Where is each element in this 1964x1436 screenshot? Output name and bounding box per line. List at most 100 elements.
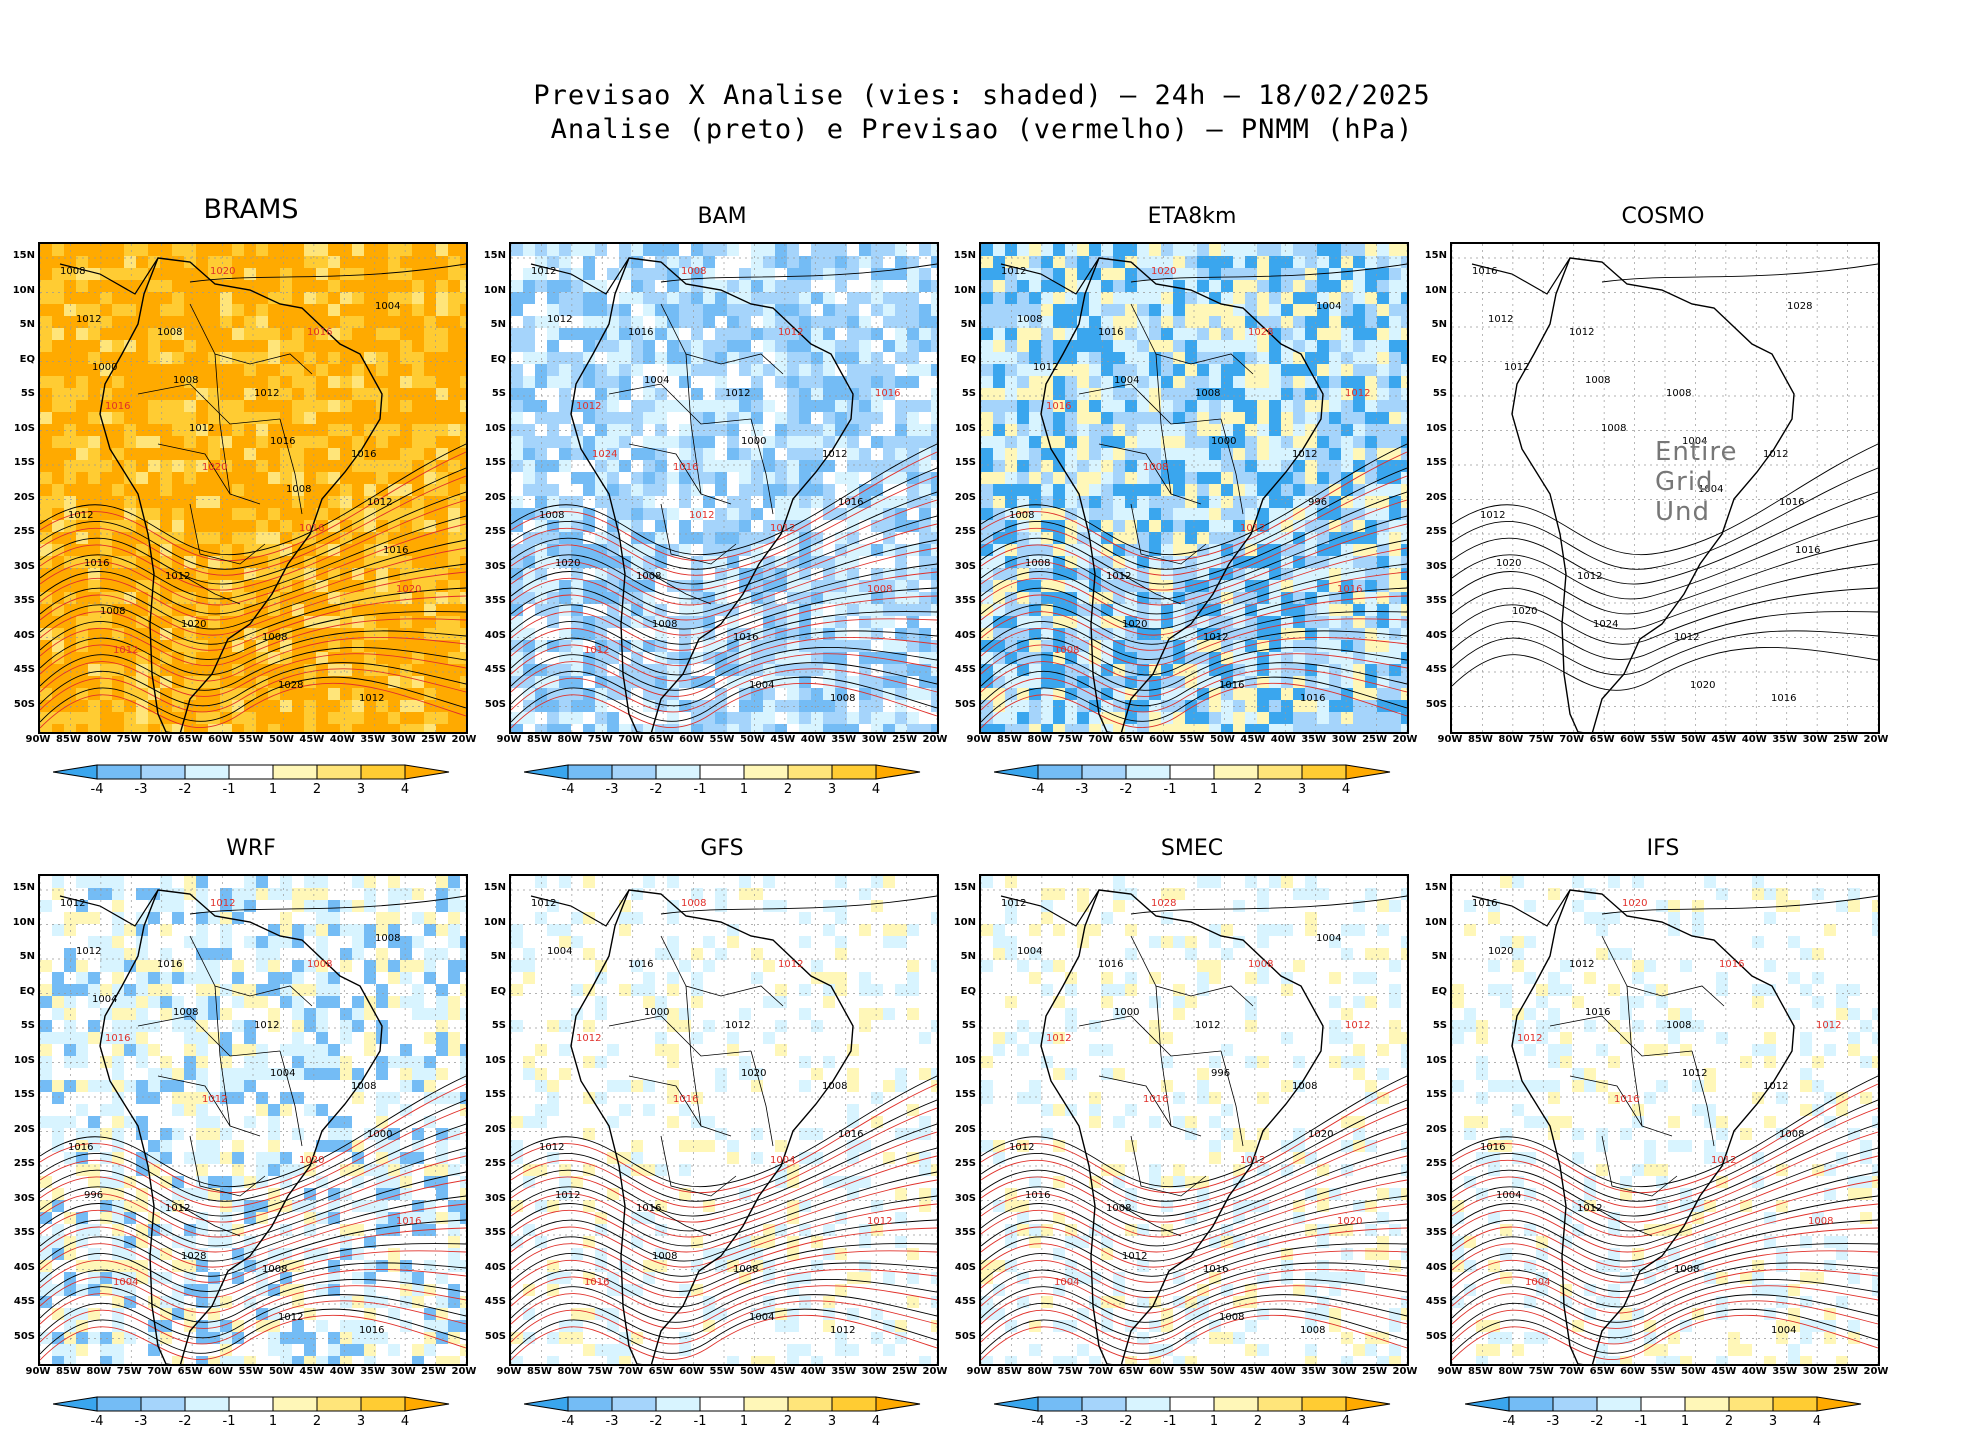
bias-cell — [811, 700, 823, 712]
bias-cell — [460, 544, 466, 556]
bias-cell — [691, 604, 703, 616]
bias-cell — [1113, 268, 1125, 280]
bias-cell — [1353, 496, 1365, 508]
bias-cell — [1317, 448, 1329, 460]
bias-cell — [1281, 604, 1293, 616]
bias-cell — [328, 676, 340, 688]
bias-cell — [148, 352, 160, 364]
bias-cell — [40, 268, 52, 280]
colorbar-label: 2 — [312, 782, 322, 797]
bias-cell — [316, 996, 328, 1008]
bias-cell — [460, 520, 466, 532]
bias-cell — [76, 412, 88, 424]
bias-cell — [88, 436, 100, 448]
bias-cell — [316, 340, 328, 352]
bias-cell — [823, 724, 835, 732]
bias-cell — [1053, 544, 1065, 556]
lat-tick-label: 45S — [954, 664, 976, 675]
bias-cell — [112, 924, 124, 936]
bias-cell — [993, 328, 1005, 340]
bias-cell — [751, 664, 763, 676]
bias-cell — [400, 304, 412, 316]
bias-cell — [859, 256, 871, 268]
bias-cell — [1269, 316, 1281, 328]
bias-cell — [364, 676, 376, 688]
bias-cell — [1245, 592, 1257, 604]
bias-cell — [52, 996, 64, 1008]
bias-cell — [895, 580, 907, 592]
contour-label: 1012 — [1033, 362, 1058, 373]
bias-cell — [1197, 532, 1209, 544]
bias-cell — [703, 280, 715, 292]
bias-cell — [340, 268, 352, 280]
bias-cell — [316, 364, 328, 376]
bias-cell — [667, 436, 679, 448]
bias-cell — [847, 448, 859, 460]
bias-cell — [244, 496, 256, 508]
bias-cell — [400, 448, 412, 460]
bias-cell — [643, 496, 655, 508]
bias-cell — [112, 508, 124, 520]
bias-cell — [328, 340, 340, 352]
bias-cell — [1005, 508, 1017, 520]
bias-cell — [232, 256, 244, 268]
bias-cell — [1137, 244, 1149, 256]
bias-cell — [400, 244, 412, 256]
lon-tick-label: 30W — [1802, 734, 1828, 745]
bias-cell — [679, 424, 691, 436]
bias-cell — [1041, 640, 1053, 652]
bias-cell — [727, 292, 739, 304]
bias-cell — [424, 640, 436, 652]
bias-cell — [364, 876, 376, 888]
bias-cell — [424, 352, 436, 364]
contour-label: 1008 — [652, 619, 677, 630]
bias-cell — [424, 912, 436, 924]
bias-cell — [448, 676, 460, 688]
bias-cell — [981, 460, 993, 472]
bias-cell — [328, 376, 340, 388]
bias-cell — [595, 484, 607, 496]
bias-cell — [535, 484, 547, 496]
bias-cell — [424, 472, 436, 484]
bias-cell — [316, 1044, 328, 1056]
bias-cell — [595, 424, 607, 436]
bias-cell — [1329, 520, 1341, 532]
bias-cell — [619, 460, 631, 472]
bias-cell — [328, 984, 340, 996]
bias-cell — [1173, 544, 1185, 556]
bias-cell — [739, 460, 751, 472]
bias-cell — [1329, 400, 1341, 412]
bias-cell — [993, 436, 1005, 448]
bias-cell — [340, 448, 352, 460]
bias-cell — [1101, 580, 1113, 592]
bias-cell — [160, 700, 172, 712]
bias-cell — [981, 436, 993, 448]
contour-label: 1008 — [1601, 423, 1626, 434]
bias-cell — [1077, 292, 1089, 304]
bias-cell — [715, 604, 727, 616]
bias-cell — [1089, 412, 1101, 424]
bias-cell — [1089, 460, 1101, 472]
bias-cell — [1353, 328, 1365, 340]
bias-cell — [511, 460, 523, 472]
bias-cell — [847, 556, 859, 568]
bias-cell — [1257, 412, 1269, 424]
lon-tick-label: 55W — [709, 734, 735, 745]
bias-cell — [583, 412, 595, 424]
bias-cell — [679, 340, 691, 352]
bias-cell — [208, 1008, 220, 1020]
bias-cell — [88, 568, 100, 580]
contour-label: 1012 — [576, 401, 601, 412]
bias-cell — [1101, 472, 1113, 484]
bias-cell — [631, 328, 643, 340]
bias-cell — [1209, 316, 1221, 328]
lon-tick-label: 30W — [1331, 734, 1357, 745]
bias-cell — [304, 556, 316, 568]
bias-cell — [571, 292, 583, 304]
bias-cell — [823, 712, 835, 724]
bias-cell — [523, 352, 535, 364]
contour-label: 1016 — [1779, 497, 1804, 508]
bias-cell — [643, 580, 655, 592]
bias-cell — [775, 484, 787, 496]
bias-cell — [352, 292, 364, 304]
